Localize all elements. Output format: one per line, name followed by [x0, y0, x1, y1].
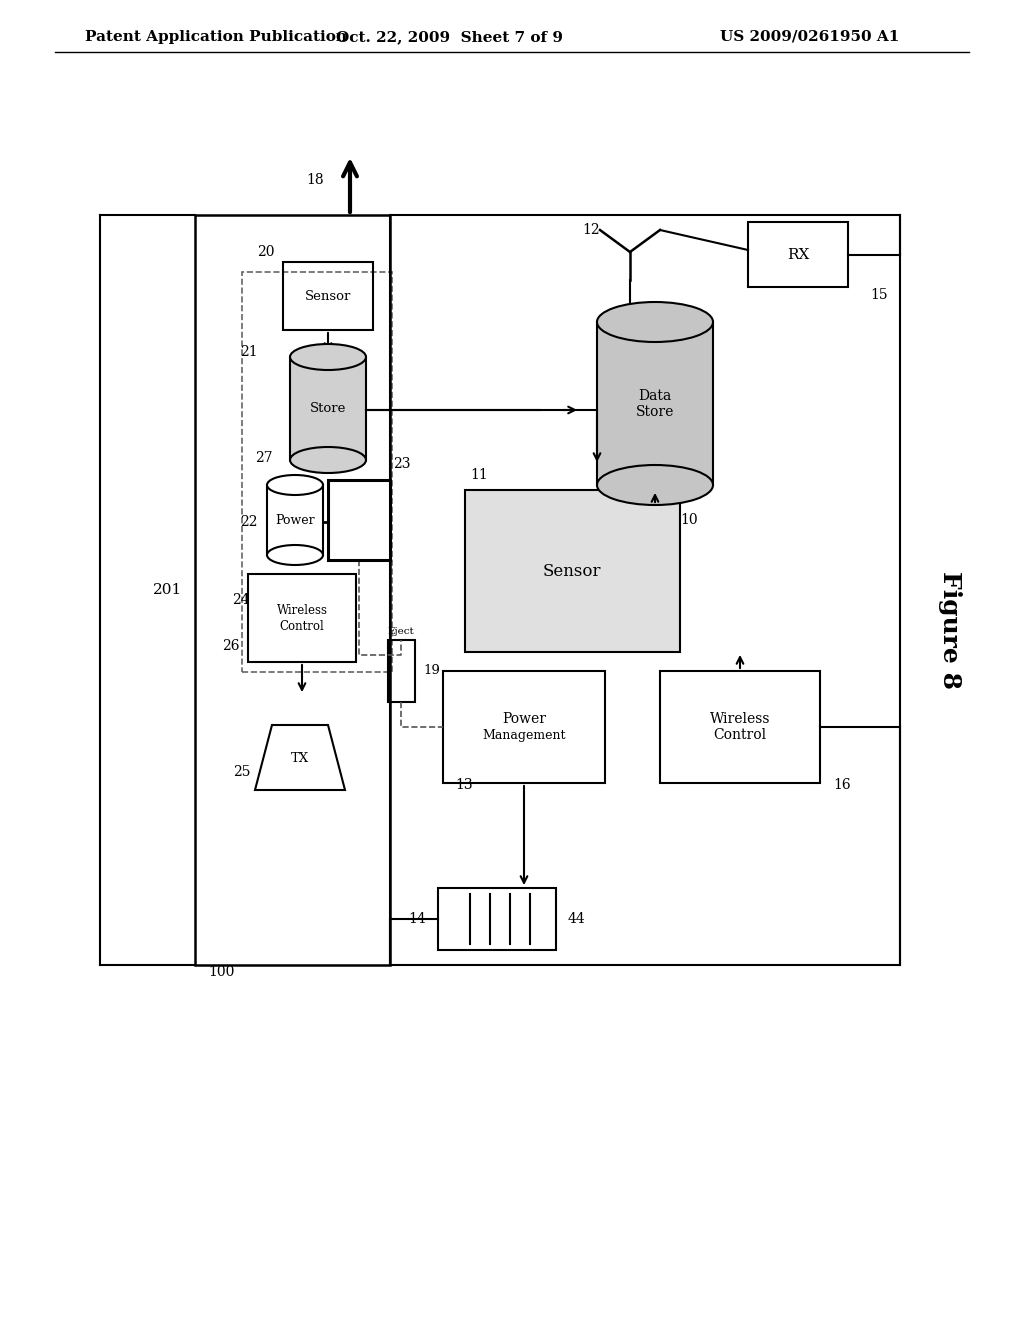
Text: Oct. 22, 2009  Sheet 7 of 9: Oct. 22, 2009 Sheet 7 of 9 [337, 30, 563, 44]
Text: 12: 12 [582, 223, 600, 238]
Text: 44: 44 [568, 912, 586, 927]
Text: 201: 201 [154, 583, 182, 597]
Ellipse shape [290, 447, 366, 473]
Text: Wireless: Wireless [710, 711, 770, 726]
Text: Store: Store [636, 405, 674, 418]
Polygon shape [597, 322, 713, 484]
Text: Power: Power [275, 513, 314, 527]
Text: 18: 18 [306, 173, 324, 187]
Text: 20: 20 [257, 246, 274, 259]
Text: TX: TX [291, 751, 309, 764]
Text: 13: 13 [455, 777, 473, 792]
Text: Sensor: Sensor [543, 562, 601, 579]
Ellipse shape [290, 345, 366, 370]
Text: Power: Power [502, 711, 546, 726]
Text: 23: 23 [393, 457, 411, 471]
Text: 26: 26 [222, 639, 240, 653]
Text: Wireless: Wireless [276, 603, 328, 616]
Ellipse shape [597, 302, 713, 342]
Text: Data: Data [638, 389, 672, 403]
Text: 16: 16 [833, 777, 851, 792]
Text: Management: Management [482, 729, 565, 742]
Text: Eject: Eject [388, 627, 415, 636]
Text: Control: Control [280, 619, 325, 632]
Polygon shape [328, 480, 390, 560]
Text: 19: 19 [423, 664, 440, 677]
Ellipse shape [597, 465, 713, 506]
Polygon shape [465, 490, 680, 652]
Text: 100: 100 [208, 965, 234, 979]
Ellipse shape [267, 545, 323, 565]
Text: 25: 25 [233, 766, 251, 779]
Polygon shape [290, 356, 366, 459]
Text: Control: Control [714, 729, 767, 742]
Polygon shape [255, 725, 345, 789]
Polygon shape [248, 574, 356, 663]
Text: US 2009/0261950 A1: US 2009/0261950 A1 [720, 30, 899, 44]
Text: Figure 8: Figure 8 [938, 572, 962, 689]
Text: 11: 11 [470, 469, 487, 482]
Text: 24: 24 [232, 593, 250, 607]
Text: 22: 22 [240, 515, 257, 529]
Polygon shape [267, 484, 323, 554]
Ellipse shape [267, 475, 323, 495]
Text: 27: 27 [255, 451, 272, 465]
Text: 21: 21 [240, 345, 258, 359]
Text: 15: 15 [870, 288, 888, 302]
Text: 10: 10 [680, 513, 697, 527]
Text: Store: Store [310, 403, 346, 416]
Text: 14: 14 [409, 912, 426, 927]
Text: Control: Control [337, 513, 381, 527]
Text: RX: RX [786, 248, 809, 261]
Text: Sensor: Sensor [305, 289, 351, 302]
Text: Patent Application Publication: Patent Application Publication [85, 30, 347, 44]
